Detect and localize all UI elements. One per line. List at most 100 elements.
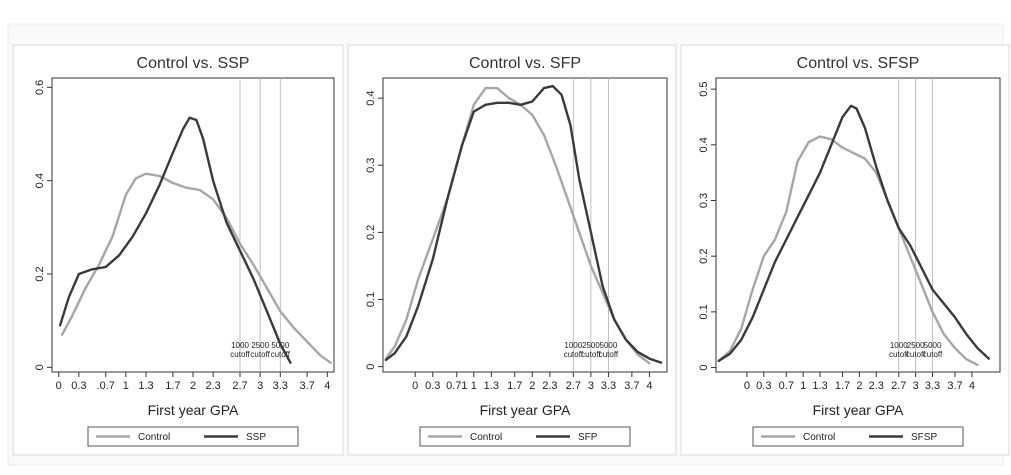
plot-area bbox=[382, 77, 668, 373]
cutoff-label-word: cutoff bbox=[581, 350, 601, 359]
x-tick-label: 3 bbox=[913, 380, 919, 392]
legend-label: SFSP bbox=[911, 432, 937, 443]
x-tick-label: 3.7 bbox=[299, 380, 314, 392]
plot-area bbox=[51, 77, 335, 373]
cutoff-label-amount: 1000 bbox=[564, 341, 582, 350]
x-tick-label: 1.3 bbox=[138, 380, 153, 392]
cutoff-label-amount: 5000 bbox=[600, 341, 618, 350]
y-tick-label: 0 bbox=[34, 364, 46, 370]
x-tick-label: 2.7 bbox=[891, 380, 906, 392]
x-tick-label: 3 bbox=[588, 380, 594, 392]
x-tick-label: 0.3 bbox=[71, 380, 86, 392]
series-line-control bbox=[717, 135, 979, 366]
cutoff-label-word: cutoff bbox=[230, 350, 250, 359]
cutoff-label-amount: 1000 bbox=[231, 341, 249, 350]
x-tick-label: 2.3 bbox=[542, 380, 557, 392]
y-tick-label: 0.3 bbox=[698, 193, 710, 208]
series-line-control bbox=[60, 172, 332, 364]
y-tick-label: 0.2 bbox=[698, 249, 710, 264]
x-tick-label: 3.3 bbox=[601, 380, 616, 392]
cutoff-label-amount: 2500 bbox=[251, 341, 269, 350]
y-tick-label: 0.3 bbox=[365, 158, 377, 173]
cutoff-label-word: cutoff bbox=[923, 350, 943, 359]
panel-title: Control vs. SFSP bbox=[797, 55, 920, 72]
panels: Control vs. SSP 0 0.2 0.4 0.6 0 0.3 .0.7 1 1.3 1.7… bbox=[12, 44, 1010, 456]
y-tick-label: 0.4 bbox=[365, 90, 377, 105]
x-tick-label: 2.3 bbox=[869, 380, 884, 392]
legend-box bbox=[419, 426, 631, 447]
cutoff-label-word: cutoff bbox=[271, 350, 291, 359]
panel-title: Control vs. SSP bbox=[137, 55, 250, 72]
x-tick-label: 2 bbox=[190, 380, 196, 392]
x-tick-label: 0.3 bbox=[756, 380, 771, 392]
x-tick-label: 1.3 bbox=[812, 380, 827, 392]
x-tick-label: 0 bbox=[744, 380, 750, 392]
cutoff-label-amount: 5000 bbox=[924, 341, 942, 350]
x-tick-label: 4 bbox=[646, 380, 652, 392]
x-tick-label: 1 bbox=[123, 380, 129, 392]
cutoff-label-amount: 1000 bbox=[890, 341, 908, 350]
legend-label: SSP bbox=[246, 432, 266, 443]
series-line-ssp bbox=[58, 116, 292, 364]
legend-label: Control bbox=[470, 432, 502, 443]
x-tick-label: 1.7 bbox=[165, 380, 180, 392]
x-tick-label: 1.7 bbox=[835, 380, 850, 392]
x-tick-label: 4 bbox=[324, 380, 330, 392]
x-tick-label: 0.71 bbox=[446, 380, 467, 392]
cutoff-label-amount: 2500 bbox=[907, 341, 925, 350]
panel-title: Control vs. SFP bbox=[469, 55, 581, 72]
plot-area bbox=[715, 77, 1001, 373]
x-tick-label: 4 bbox=[969, 380, 975, 392]
legend-label: Control bbox=[138, 432, 170, 443]
x-tick-label: 1.7 bbox=[507, 380, 522, 392]
y-tick-label: 0.6 bbox=[34, 80, 46, 95]
y-tick-label: 0.1 bbox=[365, 292, 377, 307]
y-tick-label: 0.5 bbox=[698, 81, 710, 96]
legend: Control SFSP bbox=[752, 426, 964, 447]
chart-panel-3: Control vs. SFSP 0 0.1 0.2 0.3 0.4 0.5 0 0.3 0.7 1… bbox=[680, 44, 1010, 456]
y-tick-label: 0.4 bbox=[34, 173, 46, 188]
y-tick-label: 0.2 bbox=[365, 225, 377, 240]
x-tick-label: 1.3 bbox=[484, 380, 499, 392]
y-tick-label: 0.4 bbox=[698, 137, 710, 152]
x-tick-label: 1 bbox=[800, 380, 806, 392]
x-tick-label: 0 bbox=[412, 380, 418, 392]
cutoff-label-word: cutoff bbox=[889, 350, 909, 359]
x-tick-label: 1 bbox=[471, 380, 477, 392]
x-axis-label: First year GPA bbox=[480, 402, 571, 418]
x-tick-label: 2.7 bbox=[232, 380, 247, 392]
x-tick-label: 3 bbox=[257, 380, 263, 392]
x-tick-label: 0.3 bbox=[425, 380, 440, 392]
x-tick-label: 2.3 bbox=[205, 380, 220, 392]
x-tick-label: 3.7 bbox=[947, 380, 962, 392]
cutoff-label-word: cutoff bbox=[250, 350, 270, 359]
legend-label: Control bbox=[803, 432, 835, 443]
series-line-sfsp bbox=[717, 104, 990, 363]
x-axis-label: First year GPA bbox=[148, 402, 239, 418]
cutoff-label-amount: 2500 bbox=[582, 341, 600, 350]
y-tick-label: 0 bbox=[365, 364, 377, 370]
x-tick-label: 3.3 bbox=[925, 380, 940, 392]
x-tick-label: 2 bbox=[856, 380, 862, 392]
x-tick-label: 0 bbox=[56, 380, 62, 392]
y-tick-label: 0.2 bbox=[34, 266, 46, 281]
x-tick-label: .0.7 bbox=[97, 380, 115, 392]
x-tick-label: 3.3 bbox=[273, 380, 288, 392]
cutoff-label-word: cutoff bbox=[564, 350, 584, 359]
x-tick-label: 3.7 bbox=[624, 380, 639, 392]
y-tick-label: 0.1 bbox=[698, 304, 710, 319]
chart-panel-1: Control vs. SSP 0 0.2 0.4 0.6 0 0.3 .0.7 1 1.3 1.7… bbox=[12, 44, 344, 456]
x-tick-label: 0.7 bbox=[779, 380, 794, 392]
legend-box bbox=[752, 426, 964, 447]
y-tick-label: 0 bbox=[698, 364, 710, 370]
x-tick-label: 2 bbox=[529, 380, 535, 392]
x-axis-label: First year GPA bbox=[813, 402, 904, 418]
legend: Control SSP bbox=[87, 426, 299, 447]
series-line-sfp bbox=[384, 84, 663, 364]
cutoff-label-word: cutoff bbox=[599, 350, 619, 359]
legend-label: SFP bbox=[578, 432, 598, 443]
cutoff-label-word: cutoff bbox=[906, 350, 926, 359]
x-tick-label: 2.7 bbox=[566, 380, 581, 392]
legend-box bbox=[87, 426, 299, 447]
